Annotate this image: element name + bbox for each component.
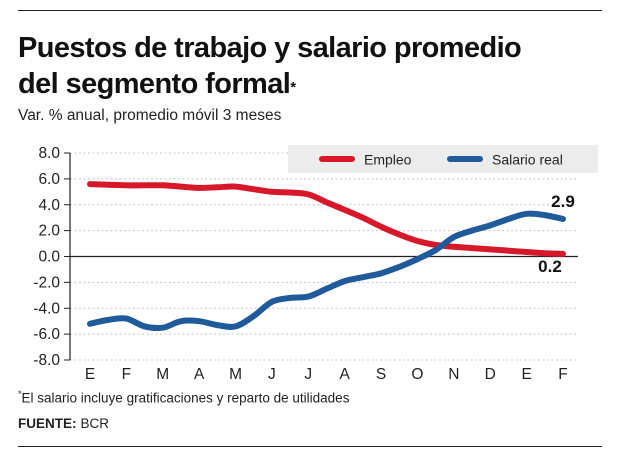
series-lines (87, 181, 566, 332)
x-tick-label: J (304, 366, 312, 383)
x-tick-label: M (229, 366, 242, 383)
title-line-2: del segmento formal (18, 68, 291, 100)
footnote: *El salario incluye gratificaciones y re… (18, 389, 349, 406)
data-label-salario-real: 2.9 (551, 192, 575, 211)
y-tick-label: -8.0 (33, 352, 60, 369)
y-tick-label: 6.0 (38, 171, 60, 188)
axes (64, 152, 578, 361)
x-tick-label: S (376, 366, 386, 383)
data-label-empleo: 0.2 (538, 257, 562, 276)
y-tick-label: -6.0 (33, 326, 60, 343)
x-tick-label: F (122, 366, 131, 383)
y-tick-label: -2.0 (33, 274, 60, 291)
series-line-salario-real (87, 210, 566, 332)
x-tick-label: O (411, 366, 423, 383)
top-rule (18, 10, 602, 11)
source-line: FUENTE: BCR (18, 416, 109, 431)
footnote-text: El salario incluye gratificaciones y rep… (21, 390, 350, 406)
chart-subtitle: Var. % anual, promedio móvil 3 meses (18, 107, 282, 124)
x-tick-label: J (268, 366, 276, 383)
source-label: FUENTE: (18, 416, 77, 431)
title-asterisk: * (290, 79, 296, 96)
y-tick-label: 2.0 (38, 223, 60, 240)
y-tick-label: 0.0 (38, 249, 60, 266)
legend: Empleo Salario real (319, 152, 563, 168)
x-tick-label: A (194, 366, 205, 383)
series-line-empleo (87, 181, 566, 257)
legend-item-empleo: Empleo (319, 152, 412, 168)
x-tick-label: M (156, 366, 169, 383)
legend-label-empleo: Empleo (364, 152, 412, 168)
x-tick-label: D (485, 366, 496, 383)
chart-title: Puestos de trabajo y salario promedio del… (18, 30, 608, 102)
x-tick-label: E (521, 366, 531, 383)
bottom-rule (18, 446, 602, 447)
legend-item-salario-real: Salario real (447, 152, 563, 168)
x-tick-label: E (85, 366, 95, 383)
x-tick-label: A (340, 366, 351, 383)
y-tick-label: 8.0 (38, 145, 60, 162)
source-value: BCR (80, 416, 110, 431)
y-tick-label: -4.0 (33, 300, 60, 317)
y-tick-labels: 8.0 6.0 4.0 2.0 0.0 -2.0 -4.0 -6.0 -8.0 (33, 145, 60, 369)
x-tick-label: F (558, 366, 567, 383)
y-tick-label: 4.0 (38, 197, 60, 214)
data-labels: 2.9 0.2 (538, 192, 575, 276)
title-line-1: Puestos de trabajo y salario promedio (18, 32, 522, 64)
footnote-asterisk: * (18, 389, 22, 399)
x-tick-label: N (448, 366, 459, 383)
legend-label-salario-real: Salario real (492, 152, 563, 168)
